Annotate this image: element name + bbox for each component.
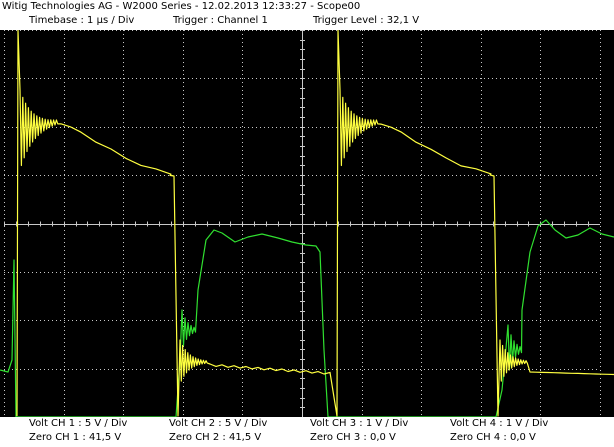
ch2-zero-label: Zero CH 2 : 41,5 V xyxy=(169,432,262,443)
timebase-label: Timebase : 1 µs / Div xyxy=(29,15,135,26)
scope-header: Witig Technologies AG - W2000 Series - 1… xyxy=(0,0,614,30)
ch1-zero-label: Zero CH 1 : 41,5 V xyxy=(29,432,122,443)
ch4-volt-label: Volt CH 4 : 1 V / Div xyxy=(450,418,549,429)
screen-background xyxy=(0,30,614,417)
trace-channel-2 xyxy=(0,219,614,417)
ch1-volt-label: Volt CH 1 : 5 V / Div xyxy=(29,418,128,429)
oscilloscope-screen xyxy=(0,30,614,417)
window-title: Witig Technologies AG - W2000 Series - 1… xyxy=(2,1,361,12)
ch4-zero-label: Zero CH 4 : 0,0 V xyxy=(450,432,536,443)
trigger-level-label: Trigger Level : 32,1 V xyxy=(313,15,420,26)
grid xyxy=(4,30,601,417)
channel-settings-footer: Volt CH 1 : 5 V / Div Zero CH 1 : 41,5 V… xyxy=(0,417,614,447)
trace-channel-1 xyxy=(16,30,614,417)
oscilloscope-display xyxy=(0,30,614,417)
ch3-volt-label: Volt CH 3 : 1 V / Div xyxy=(310,418,409,429)
ch2-volt-label: Volt CH 2 : 5 V / Div xyxy=(169,418,268,429)
trigger-source-label: Trigger : Channel 1 xyxy=(173,15,268,26)
ch3-zero-label: Zero CH 3 : 0,0 V xyxy=(310,432,396,443)
